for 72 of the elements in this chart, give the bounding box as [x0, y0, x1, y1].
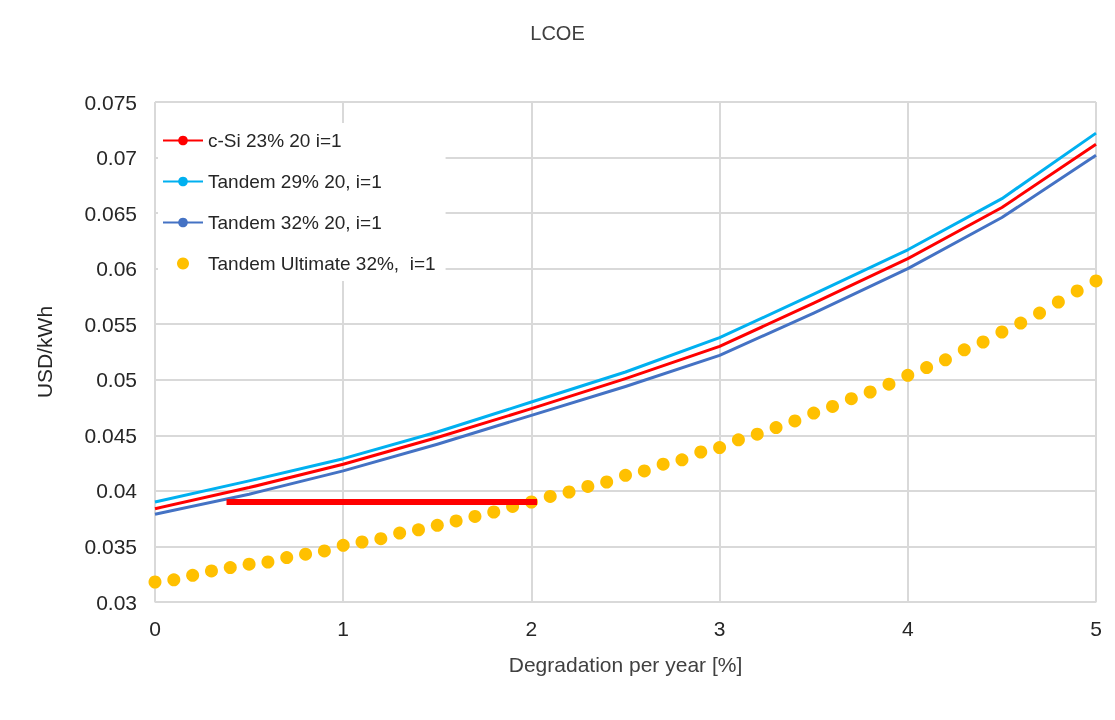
x-tick-label: 1 [337, 617, 350, 640]
chart-title: LCOE [530, 22, 585, 44]
point [280, 551, 294, 565]
point [1070, 284, 1084, 298]
point [355, 535, 369, 549]
point [957, 343, 971, 357]
point [863, 385, 877, 399]
point [393, 526, 407, 540]
y-tick-label: 0.04 [96, 479, 138, 503]
y-tick-label: 0.075 [84, 90, 137, 114]
point [581, 479, 595, 493]
x-tick-label: 0 [149, 617, 161, 640]
point [1051, 295, 1065, 309]
point [731, 433, 745, 447]
point [769, 421, 783, 435]
point [468, 509, 482, 523]
point [1033, 306, 1047, 320]
x-axis-title: Degradation per year [%] [508, 653, 743, 676]
point [807, 406, 821, 420]
y-tick-label: 0.065 [84, 201, 137, 225]
point [976, 335, 990, 349]
point [1089, 274, 1103, 288]
point [713, 441, 727, 455]
point [1014, 316, 1028, 330]
point [619, 468, 632, 482]
point [374, 532, 388, 546]
point [261, 555, 275, 569]
point [204, 564, 218, 578]
y-tick-label: 0.045 [84, 423, 137, 447]
point [920, 361, 934, 375]
point [637, 464, 651, 478]
y-tick-label: 0.035 [84, 534, 137, 558]
point [430, 518, 444, 532]
x-tick-label: 3 [713, 617, 726, 640]
y-tick-label: 0.07 [96, 146, 137, 170]
point [938, 353, 952, 367]
point [543, 489, 557, 503]
point [223, 561, 237, 575]
point [675, 453, 689, 467]
point [694, 445, 708, 459]
point [167, 573, 181, 587]
x-tick-label: 5 [1090, 617, 1102, 640]
point [826, 399, 840, 413]
legend-label: Tandem Ultimate 32%, i=1 [208, 253, 436, 274]
point [449, 514, 463, 528]
point [656, 457, 670, 471]
y-tick-label: 0.05 [96, 368, 137, 392]
y-tick-label: 0.055 [84, 312, 137, 336]
point [317, 544, 331, 558]
x-tick-label: 2 [525, 617, 538, 640]
point [750, 427, 764, 441]
y-tick-label: 0.06 [96, 257, 137, 281]
point [186, 568, 200, 582]
point [901, 368, 915, 382]
point [487, 505, 501, 519]
legend-label: Tandem 29% 20, i=1 [208, 171, 382, 192]
point [995, 325, 1009, 339]
y-tick-label: 0.03 [96, 590, 137, 614]
point [600, 475, 614, 489]
legend-label: c-Si 23% 20 i=1 [208, 130, 342, 151]
point [299, 547, 313, 561]
point [844, 392, 858, 406]
legend-label: Tandem 32% 20, i=1 [208, 212, 382, 233]
point [882, 377, 896, 391]
point [562, 485, 576, 499]
point [336, 538, 350, 552]
y-axis-title: USD/kWh [33, 305, 56, 399]
x-tick-label: 4 [901, 617, 914, 640]
point [411, 523, 425, 537]
point [242, 557, 256, 571]
point [788, 414, 802, 428]
point [148, 575, 162, 589]
